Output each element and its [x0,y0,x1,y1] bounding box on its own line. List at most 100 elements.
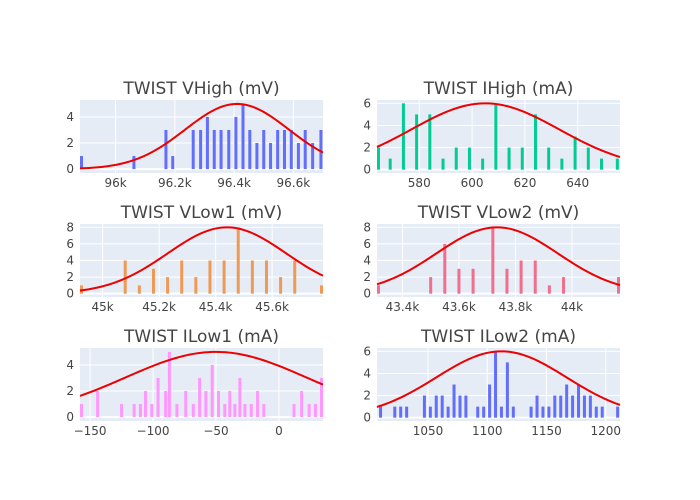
bar [311,143,315,170]
bar [167,351,171,418]
fit-curve [376,226,621,287]
bar [250,260,254,294]
y-tick-label: 0 [66,410,74,424]
bar [289,129,293,170]
x-tick-label: 45.4k [199,300,233,314]
bar [238,377,242,418]
bar [227,129,231,170]
fit-curve [79,350,324,397]
bar [123,260,127,294]
bar [241,103,245,170]
bar [428,406,432,418]
y-tick-label: 2 [66,270,74,284]
bar [279,277,283,294]
bar [276,129,280,170]
x-tick-label: −100 [137,424,170,438]
bar [293,260,297,294]
bar [282,129,286,170]
y-tick-label: 6 [363,237,371,251]
bar [303,129,307,170]
y-tick-label: 4 [363,254,371,268]
bar [320,285,323,294]
bar [533,260,537,294]
bar [264,260,268,294]
subplot-title: TWIST IHigh (mA) [423,79,574,99]
x-tick-label: 580 [408,176,431,190]
x-tick-label: −150 [74,424,107,438]
bar [208,260,212,294]
bar [457,268,461,294]
bar [248,129,252,170]
bar [529,406,533,418]
fit-curve [376,102,621,159]
bar [143,391,147,418]
x-tick-label: 640 [566,176,589,190]
bar [560,158,564,170]
bar [482,406,486,418]
x-tick-label: 96.4k [217,176,251,190]
y-tick-label: 0 [66,287,74,301]
bar [222,260,226,294]
y-tick-label: 0 [363,411,371,425]
bar [166,277,170,294]
bar [96,391,100,418]
y-tick-label: 6 [363,344,371,358]
bar [405,406,409,418]
bar [577,384,581,418]
bar [80,404,83,418]
subplot-4: 0 2 4 6 8 43.4k 43.6k 43.8k 44k TWIST VLow2 (mV) [363,203,621,314]
y-tick-label: 4 [66,110,74,124]
bar [600,158,604,170]
y-tick-label: 2 [66,384,74,398]
bar [199,129,203,170]
x-tick-label: 45.6k [255,300,289,314]
bar [464,395,468,418]
x-tick-label: 44k [561,300,583,314]
bar [561,277,565,294]
bar [269,143,273,170]
bar [429,277,433,294]
bar [175,404,179,418]
bar [132,404,136,418]
subplot-title: TWIST ILow1 (mA) [123,327,279,347]
bar [428,114,432,170]
bar [443,243,447,294]
bar [582,395,586,418]
bar [292,404,296,418]
subplot-title: TWIST VLow2 (mV) [417,203,580,223]
subplot-1: 0 2 4 96k 96.2k 96.4k 96.6k TWIST VHigh (mV) [66,79,324,190]
bar [194,277,198,294]
y-tick-label: 4 [363,118,371,132]
bar [234,116,238,170]
bar [434,395,438,418]
bar [588,395,592,418]
x-tick-label: 45k [91,300,113,314]
x-tick-label: 43.6k [442,300,476,314]
bar [600,406,604,418]
bar [565,384,569,418]
bar [233,404,237,418]
bar [216,391,220,418]
y-tick-label: 4 [363,366,371,380]
bar [164,391,168,418]
bar [547,285,551,294]
bar [219,129,223,170]
fit-curve [79,102,324,170]
bar [586,147,590,170]
subplot-6: 0 2 4 6 1050 1100 1150 1200 TWIST ILow2 (mA) [363,327,621,438]
x-tick-label: 43.4k [386,300,420,314]
bar [547,147,551,170]
bar [236,227,240,294]
bar [505,268,509,294]
bar [458,395,462,418]
bar [223,404,227,418]
bar [541,406,545,418]
bar [204,391,208,418]
bar [441,158,445,170]
bar [393,406,397,418]
bar [399,406,403,418]
y-tick-label: 6 [363,96,371,110]
bar [571,395,575,418]
bar [488,384,492,418]
bar [446,406,450,418]
